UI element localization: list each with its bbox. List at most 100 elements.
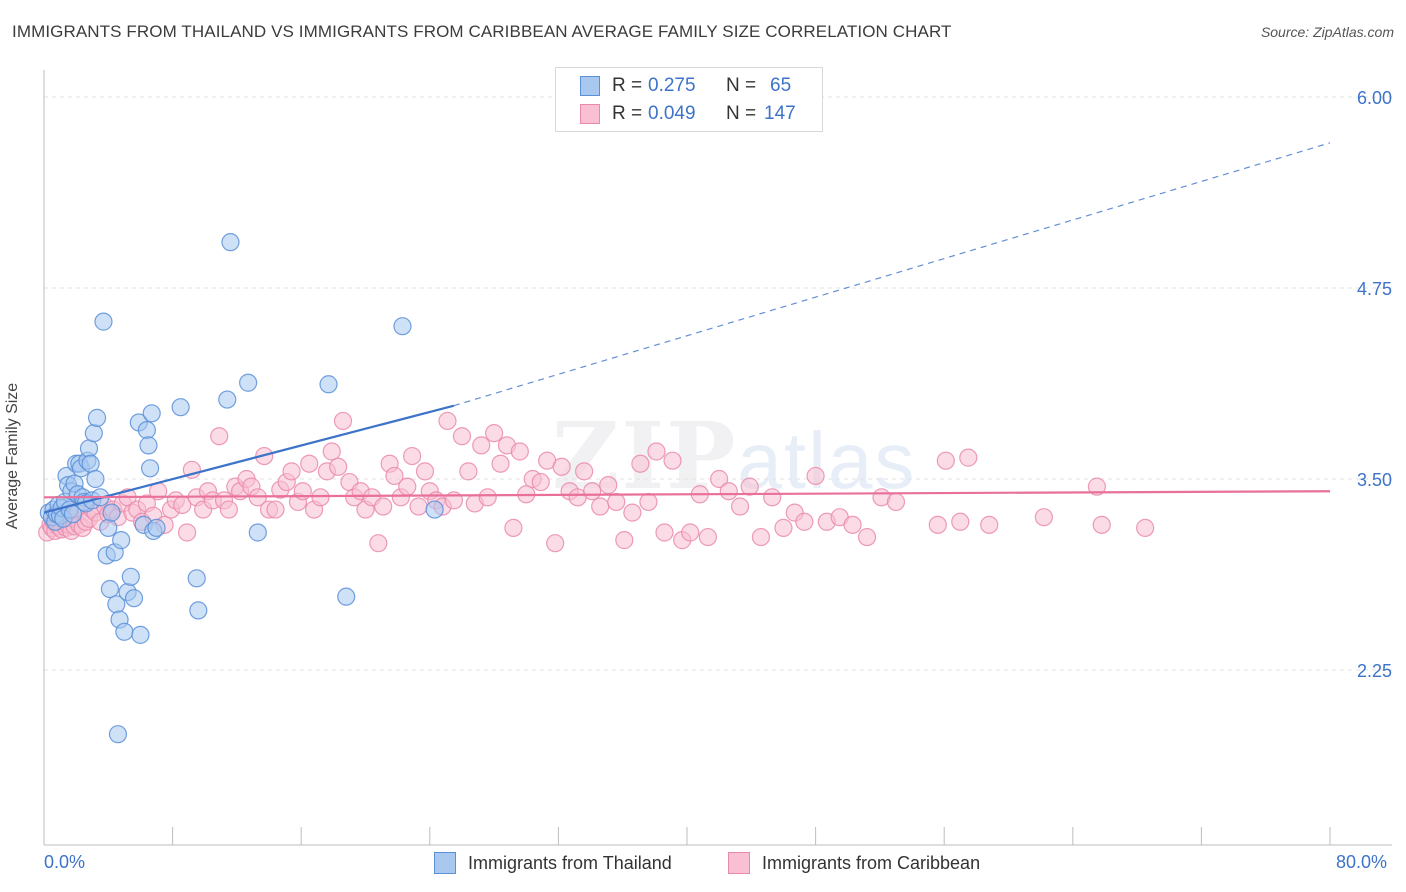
chart-title: IMMIGRANTS FROM THAILAND VS IMMIGRANTS F… <box>12 22 952 41</box>
caribbean-point <box>472 436 491 455</box>
thailand-point <box>393 317 412 336</box>
caribbean-point <box>1034 508 1053 527</box>
legend-r-value: 0.275 <box>648 75 696 96</box>
caribbean-point <box>751 527 771 547</box>
caribbean-swatch <box>580 104 600 124</box>
caribbean-point <box>928 515 947 534</box>
caribbean-point <box>438 411 457 431</box>
caribbean-point <box>710 469 729 489</box>
caribbean-point <box>806 466 825 486</box>
thailand-point <box>86 469 105 489</box>
caribbean-point <box>369 534 388 553</box>
legend-row-thailand: R = 0.275 N = 65 <box>580 74 791 98</box>
caribbean-point <box>552 457 571 476</box>
caribbean-point <box>1087 477 1107 496</box>
caribbean-point <box>740 477 759 496</box>
caribbean-point <box>951 512 970 531</box>
thailand-point <box>108 725 128 744</box>
legend-row-caribbean: R = 0.049 N = 147 <box>580 102 796 126</box>
caribbean-point <box>219 500 238 519</box>
thailand-point <box>337 587 356 606</box>
caribbean-point <box>886 492 906 512</box>
caribbean-point <box>398 477 417 496</box>
caribbean-point <box>374 497 393 516</box>
caribbean-point <box>631 454 650 473</box>
caribbean-point <box>591 497 610 516</box>
thailand-legend-swatch <box>434 852 456 874</box>
caribbean-point <box>959 448 978 467</box>
legend-n-value: 147 <box>764 103 796 124</box>
caribbean-point <box>980 515 999 534</box>
thailand-point <box>147 518 166 537</box>
caribbean-point <box>282 462 301 481</box>
caribbean-point <box>607 492 626 512</box>
thailand-point <box>87 408 107 427</box>
x-tick-label-max: 80.0% <box>1336 852 1388 872</box>
caribbean-point <box>491 454 510 473</box>
thailand-point <box>171 398 190 417</box>
caribbean-legend-label: Immigrants from Caribbean <box>762 852 981 873</box>
caribbean-point <box>459 462 478 481</box>
bottom-legend-caribbean: Immigrants from Caribbean <box>728 852 980 874</box>
thailand-point <box>248 523 267 542</box>
thailand-point <box>425 500 444 519</box>
caribbean-point <box>1092 515 1111 534</box>
caribbean-point <box>936 451 955 470</box>
thailand-point <box>221 233 240 252</box>
thailand-point <box>79 439 99 458</box>
thailand-point <box>99 518 118 537</box>
thailand-point <box>112 531 131 550</box>
caribbean-point <box>575 462 594 481</box>
thailand-point <box>140 459 160 478</box>
legend-n-label: N = <box>726 103 757 124</box>
caribbean-point <box>266 500 285 519</box>
correlation-legend: R = 0.275 N = 65 R = 0.049 N = 147 <box>555 67 823 132</box>
caribbean-point <box>615 531 634 550</box>
caribbean-point <box>177 523 197 542</box>
thailand-point <box>189 601 208 620</box>
caribbean-point <box>774 518 793 537</box>
thailand-point <box>81 454 100 473</box>
thailand-point <box>121 567 140 586</box>
thailand-point <box>115 622 134 641</box>
thailand-point <box>94 312 113 331</box>
thailand-trend-line <box>43 404 455 514</box>
caribbean-point <box>1136 518 1155 537</box>
legend-r-value: 0.049 <box>648 103 696 124</box>
caribbean-point <box>311 488 330 507</box>
caribbean-point <box>485 424 504 443</box>
thailand-point <box>84 424 103 443</box>
caribbean-point <box>719 482 738 501</box>
caribbean-point <box>843 515 862 534</box>
thailand-point <box>102 503 121 522</box>
thailand-legend-label: Immigrants from Thailand <box>468 852 672 873</box>
caribbean-point <box>795 512 814 531</box>
thailand-point <box>124 589 144 608</box>
caribbean-point <box>531 472 550 492</box>
legend-n-label: N = <box>726 75 757 96</box>
caribbean-point <box>415 462 435 481</box>
caribbean-trend-line <box>43 490 1331 499</box>
legend-r-label: R = <box>612 75 643 96</box>
caribbean-point <box>857 527 877 547</box>
caribbean-point <box>546 534 565 553</box>
caribbean-point <box>639 492 658 512</box>
thailand-point <box>239 373 258 392</box>
caribbean-point <box>210 427 229 446</box>
caribbean-point <box>583 482 602 501</box>
thailand-point <box>218 390 237 409</box>
y-tick-label: 2.25 <box>1357 661 1392 681</box>
source-label: Source: ZipAtlas.com <box>1260 24 1394 40</box>
thailand-trend-extension <box>453 142 1331 407</box>
x-tick-label-min: 0.0% <box>44 852 86 872</box>
thailand-point <box>100 579 120 599</box>
thailand-point <box>131 625 150 644</box>
legend-n-value: 65 <box>770 75 792 96</box>
caribbean-point <box>663 451 682 470</box>
thailand-point <box>142 404 161 423</box>
y-axis-title: Average Family Size <box>4 382 21 530</box>
caribbean-point <box>763 488 782 507</box>
thailand-point <box>319 375 338 394</box>
caribbean-point <box>623 503 642 522</box>
